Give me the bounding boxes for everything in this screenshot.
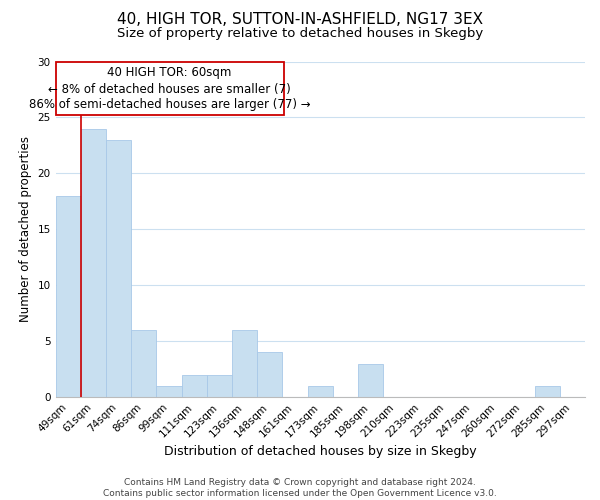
- Bar: [308, 386, 333, 397]
- Bar: [106, 140, 131, 397]
- FancyBboxPatch shape: [56, 62, 284, 115]
- Text: Size of property relative to detached houses in Skegby: Size of property relative to detached ho…: [117, 28, 483, 40]
- Text: 40 HIGH TOR: 60sqm: 40 HIGH TOR: 60sqm: [107, 66, 232, 79]
- Bar: [207, 375, 232, 397]
- Bar: [131, 330, 157, 397]
- Bar: [157, 386, 182, 397]
- Bar: [182, 375, 207, 397]
- Bar: [257, 352, 283, 397]
- Bar: [535, 386, 560, 397]
- Bar: [81, 128, 106, 397]
- Bar: [358, 364, 383, 397]
- Text: ← 8% of detached houses are smaller (7): ← 8% of detached houses are smaller (7): [49, 83, 291, 96]
- Text: 86% of semi-detached houses are larger (77) →: 86% of semi-detached houses are larger (…: [29, 98, 310, 112]
- Y-axis label: Number of detached properties: Number of detached properties: [19, 136, 32, 322]
- Text: 40, HIGH TOR, SUTTON-IN-ASHFIELD, NG17 3EX: 40, HIGH TOR, SUTTON-IN-ASHFIELD, NG17 3…: [117, 12, 483, 28]
- Bar: [232, 330, 257, 397]
- X-axis label: Distribution of detached houses by size in Skegby: Distribution of detached houses by size …: [164, 444, 476, 458]
- Text: Contains HM Land Registry data © Crown copyright and database right 2024.
Contai: Contains HM Land Registry data © Crown c…: [103, 478, 497, 498]
- Bar: [56, 196, 81, 397]
